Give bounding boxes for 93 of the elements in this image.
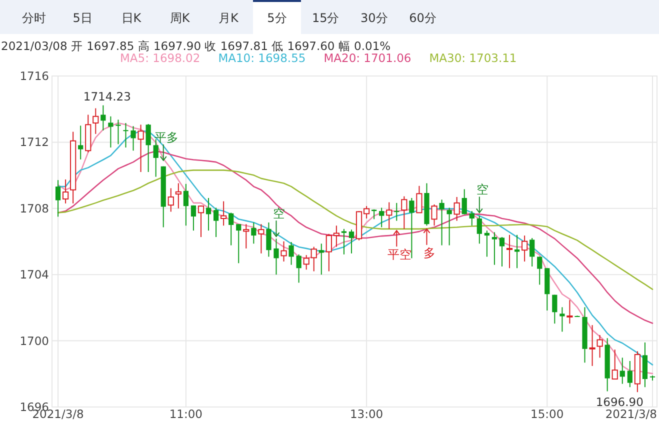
candlestick: [612, 349, 618, 380]
candlestick: [409, 197, 414, 259]
candlestick: [220, 200, 227, 226]
candlestick: [341, 228, 347, 255]
candlestick: [522, 235, 528, 262]
candlestick: [499, 236, 505, 267]
y-tick-label: 1704: [20, 268, 49, 282]
candlestick: [108, 116, 114, 148]
candlestick: [183, 183, 188, 226]
x-tick-label: 11:00: [169, 407, 203, 421]
candlestick: [506, 234, 513, 269]
candlestick: [469, 210, 474, 226]
candlestick: [530, 238, 535, 267]
candlestick: [492, 232, 498, 266]
candlestick: [318, 243, 324, 276]
candlestick: [168, 188, 174, 212]
text: 30分: [360, 11, 388, 25]
x-tick-label: 13:00: [350, 407, 384, 421]
candlestick: [537, 256, 542, 286]
y-tick-label: 1716: [20, 69, 49, 83]
candlestick: [642, 342, 648, 388]
candlestick: [116, 119, 121, 145]
candlestick: [190, 204, 196, 232]
annotation: 1714.23: [83, 89, 131, 104]
candlestick: [138, 124, 144, 172]
annotation: 平多: [154, 130, 178, 144]
candlestick: [266, 222, 272, 258]
candlestick: [566, 300, 573, 324]
x-tick-label: 2021/3/8: [605, 407, 657, 421]
candlestick: [236, 224, 242, 264]
annotation: 1696.90: [596, 395, 644, 410]
y-tick-label: 1708: [20, 201, 49, 216]
candlestick: [348, 229, 354, 254]
candlestick: [274, 238, 279, 276]
text: 5分: [267, 11, 287, 25]
text: 周K: [170, 11, 191, 25]
x-tick-label: 15:00: [530, 407, 564, 421]
candlestick: [462, 188, 467, 215]
candlestick: [484, 230, 490, 258]
candlestick: [55, 180, 61, 218]
candlestick: [175, 182, 182, 209]
candlestick: [379, 207, 384, 228]
text: 日K: [121, 11, 142, 25]
text: 5日: [72, 11, 92, 25]
candlestick: [213, 207, 219, 238]
text: MA30: 1703.11: [429, 51, 517, 65]
candlestick: [394, 202, 400, 222]
text: MA5: 1698.02: [120, 51, 200, 65]
candlestick: [198, 204, 204, 238]
candlestick: [228, 212, 234, 246]
text: MA20: 1701.06: [324, 51, 412, 65]
candlestick: [78, 125, 84, 160]
chart-subtitle: 2021/03/08 开 1697.85 高 1697.90 收 1697.81 低 1697.60 幅 0.01%: [1, 39, 391, 53]
candlestick: [62, 178, 69, 204]
candlestick: [386, 202, 392, 230]
text: MA10: 1698.55: [218, 51, 306, 65]
text: 60分: [409, 11, 436, 25]
candlestick: [454, 196, 460, 222]
candlestick: [288, 241, 294, 266]
candlestick: [280, 240, 287, 262]
candlestick: [296, 254, 302, 284]
annotation: 平空: [388, 248, 412, 262]
candlestick: [620, 357, 625, 384]
annotation: 多: [424, 246, 436, 260]
candlestick: [439, 199, 444, 246]
y-tick-label: 1712: [20, 135, 49, 150]
text: 月K: [218, 11, 240, 25]
candlestick: [146, 123, 151, 172]
candlestick: [560, 306, 565, 332]
text: 15分: [312, 11, 340, 25]
candlestick: [476, 215, 482, 244]
line-series: [57, 170, 654, 290]
candlestick: [552, 294, 558, 324]
candlestick: [251, 222, 256, 244]
text: 分时: [22, 11, 46, 25]
candlestick: [130, 126, 136, 152]
candlestick: [514, 234, 520, 269]
candlestick: [123, 122, 128, 148]
candlestick: [92, 108, 99, 134]
candlestick: [596, 334, 603, 358]
candlestick: [258, 224, 264, 254]
candlestick: [416, 185, 422, 214]
y-tick-label: 1700: [20, 334, 49, 348]
annotation: 空: [476, 182, 488, 197]
candlestick: [446, 207, 452, 246]
candlestick: [206, 197, 212, 232]
candlestick: [100, 104, 106, 131]
candlestick: [589, 324, 596, 366]
candlestick: [243, 224, 250, 249]
candlestick: [401, 196, 408, 230]
candlestick: [431, 204, 438, 226]
annotation: 空: [273, 206, 286, 221]
candlestick: [627, 360, 632, 388]
